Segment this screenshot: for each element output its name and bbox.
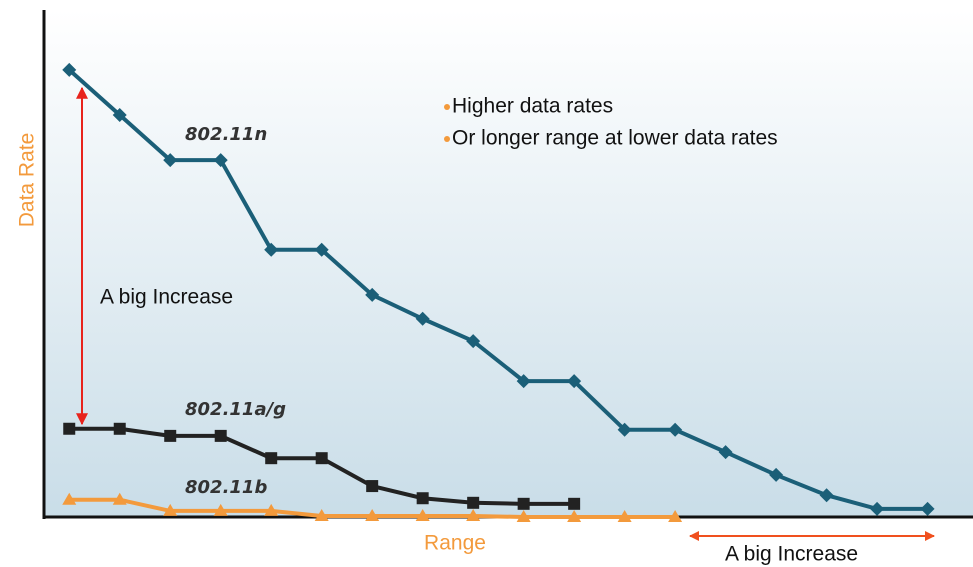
data-point <box>213 503 228 516</box>
data-point <box>314 242 329 257</box>
data-point <box>62 492 77 505</box>
data-point <box>467 496 480 509</box>
data-point <box>213 153 228 168</box>
series-line <box>67 68 928 511</box>
data-point <box>617 510 632 522</box>
data-point <box>568 497 581 510</box>
data-point <box>163 503 178 516</box>
data-point <box>416 492 429 505</box>
series-label: 802.11n <box>185 124 267 145</box>
data-point <box>214 429 227 442</box>
x-axis-label: Range <box>424 532 486 555</box>
data-point <box>920 501 935 516</box>
data-point <box>264 242 279 257</box>
data-point <box>264 503 279 516</box>
data-point <box>567 510 582 522</box>
data-point <box>516 510 531 522</box>
data-point <box>819 488 834 503</box>
data-point <box>718 445 733 460</box>
data-point <box>315 452 328 465</box>
data-point <box>415 311 430 326</box>
data-point <box>365 287 380 302</box>
bullet-text: Higher data rates <box>452 95 613 118</box>
series-label: 802.11a/g <box>185 399 286 420</box>
data-point <box>516 374 531 389</box>
data-point <box>668 422 683 437</box>
data-point <box>415 508 430 521</box>
data-point <box>870 501 885 516</box>
data-point <box>265 452 278 465</box>
data-point <box>365 508 380 521</box>
data-point <box>567 374 582 389</box>
plot-background <box>44 10 973 517</box>
bullet-text: Or longer range at lower data rates <box>452 127 778 150</box>
data-point <box>164 429 177 442</box>
data-point <box>466 334 481 349</box>
data-point <box>112 492 127 505</box>
data-point <box>63 422 76 435</box>
data-point <box>617 422 632 437</box>
data-point <box>314 508 329 521</box>
data-point <box>668 510 683 522</box>
series-label: 802.11b <box>185 477 267 498</box>
data-point <box>769 467 784 482</box>
bullet-dot <box>444 136 450 142</box>
plot: 802.11n 802.11a/g 802.11b <box>62 62 935 522</box>
data-point <box>62 62 77 77</box>
annotation: A big Increase <box>725 543 858 566</box>
annotation: A big Increase <box>100 286 233 309</box>
data-point <box>112 107 127 122</box>
data-point <box>517 497 530 510</box>
bullet-dot <box>444 104 450 110</box>
data-point <box>466 508 481 521</box>
data-point <box>366 480 379 493</box>
data-point <box>163 153 178 168</box>
data-point <box>113 422 126 435</box>
y-axis-label: Data Rate <box>16 133 39 228</box>
